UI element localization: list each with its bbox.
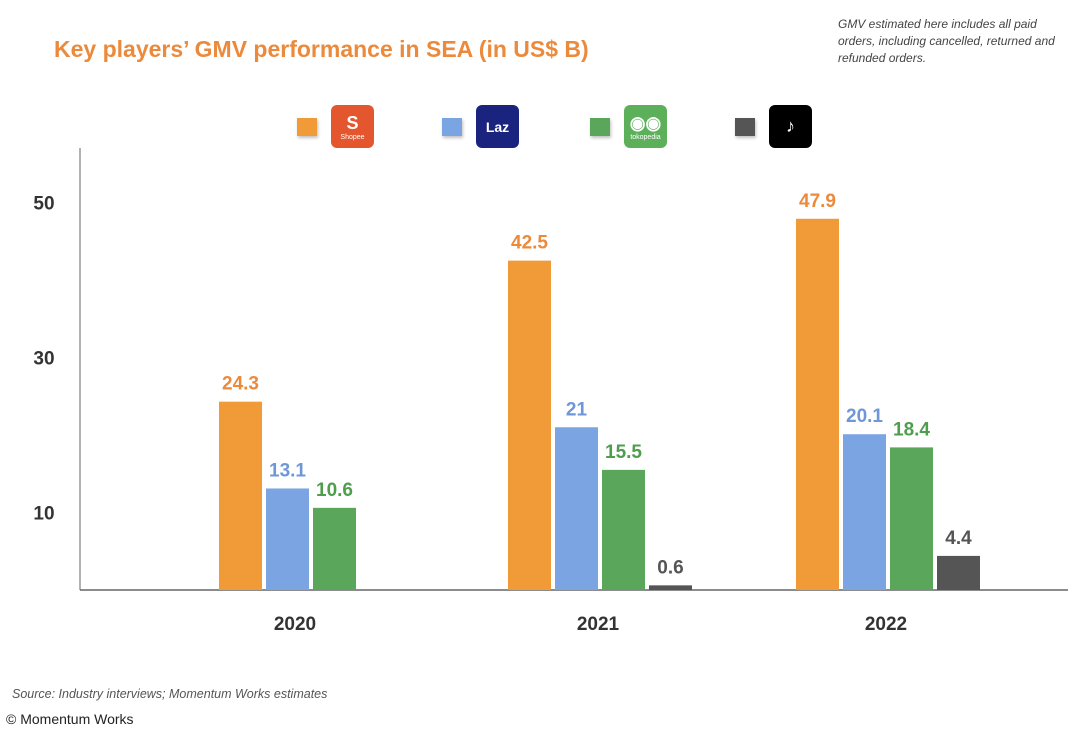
bar-tokopedia-2021: [602, 469, 645, 590]
y-tick-label: 50: [33, 194, 54, 215]
tiktok-logo-icon: ♪: [769, 105, 812, 148]
bar-shopee-2021: [508, 260, 551, 590]
lazada-logo-icon: Laz: [476, 105, 519, 148]
data-label: 42.5: [511, 233, 548, 254]
data-label: 47.9: [799, 191, 836, 212]
tokopedia-logo-icon: ◉◉ tokopedia: [624, 105, 667, 148]
data-label: 20.1: [846, 406, 883, 427]
y-tick-label: 30: [33, 349, 54, 370]
bar-tokopedia-2022: [890, 447, 933, 590]
bar-tiktok-shop-2021: [649, 585, 692, 590]
legend-swatch: [590, 117, 610, 136]
bar-lazada-2021: [555, 427, 598, 590]
x-tick-label: 2020: [274, 614, 316, 635]
data-label: 24.3: [222, 374, 259, 395]
x-tick-label: 2021: [577, 614, 620, 635]
data-label: 10.6: [316, 480, 353, 501]
chart-title: Key players’ GMV performance in SEA (in …: [54, 36, 589, 62]
bar-tiktok-shop-2022: [937, 555, 980, 590]
legend-swatch: [442, 117, 462, 136]
shopee-logo-icon: S Shopee: [331, 105, 374, 148]
source-text: Source: Industry interviews; Momentum Wo…: [12, 687, 328, 701]
legend-item-tiktok-shop: ♪: [735, 105, 812, 148]
bar-lazada-2022: [843, 434, 886, 590]
bar-shopee-2020: [219, 401, 262, 590]
legend-swatch: [735, 117, 755, 136]
bar-tokopedia-2020: [313, 507, 356, 590]
y-tick-label: 10: [33, 504, 54, 525]
legend-item-tokopedia: ◉◉ tokopedia: [590, 105, 667, 148]
copyright-text: © Momentum Works: [6, 711, 134, 727]
data-label: 21: [566, 399, 588, 420]
legend-item-shopee: S Shopee: [297, 105, 374, 148]
bar-shopee-2022: [796, 218, 839, 590]
legend-swatch: [297, 117, 317, 136]
data-label: 4.4: [945, 528, 972, 549]
data-label: 0.6: [657, 557, 683, 578]
x-tick-label: 2022: [865, 614, 907, 635]
bar-lazada-2020: [266, 488, 309, 590]
data-label: 18.4: [893, 419, 930, 440]
legend-item-lazada: Laz: [442, 105, 519, 148]
data-label: 13.1: [269, 460, 306, 481]
chart-note: GMV estimated here includes all paid ord…: [838, 17, 1055, 65]
data-label: 15.5: [605, 442, 642, 463]
